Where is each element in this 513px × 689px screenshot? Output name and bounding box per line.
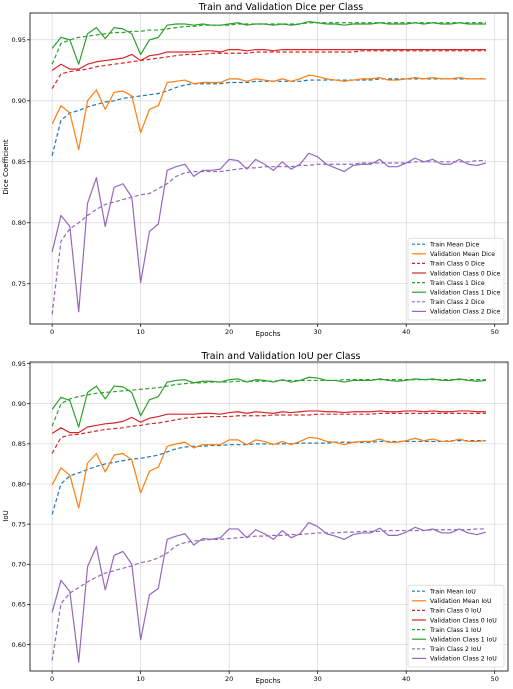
legend-entry: Train Mean Dice	[429, 242, 480, 249]
x-tick-label: 40	[402, 675, 410, 683]
legend-entry: Validation Class 1 IoU	[430, 637, 497, 644]
x-axis-label: Epochs	[255, 330, 280, 338]
y-tick-label: 0.60	[12, 641, 26, 649]
y-tick-label: 0.80	[12, 480, 26, 488]
x-tick-label: 50	[491, 675, 499, 683]
y-axis-label: Dice Coefficient	[2, 139, 10, 194]
legend-entry: Train Class 0 Dice	[429, 261, 485, 268]
y-tick-label: 0.65	[12, 601, 26, 609]
legend-entry: Train Class 2 IoU	[429, 646, 481, 653]
x-tick-label: 30	[314, 328, 322, 336]
legend-entry: Train Class 2 Dice	[429, 299, 485, 306]
y-tick-label: 0.80	[12, 219, 26, 227]
series-line-validation-mean-dice	[51, 74, 486, 151]
legend-entry: Train Class 1 IoU	[429, 627, 481, 634]
y-tick-label: 0.90	[12, 400, 26, 408]
series-line-train-class-0-dice	[51, 50, 486, 89]
y-tick-label: 0.90	[12, 97, 26, 105]
x-tick-label: 20	[225, 328, 233, 336]
plot-frame	[29, 12, 509, 325]
y-axis-label: IoU	[2, 510, 10, 521]
chart-iou: Train and Validation IoU per Class Epoch…	[2, 351, 509, 685]
series-line-validation-class-0-iou	[51, 410, 486, 434]
series-line-validation-class-1-iou	[51, 376, 486, 428]
legend-entry: Validation Class 1 Dice	[430, 290, 501, 297]
y-tick-label: 0.70	[12, 561, 26, 569]
series-line-train-class-0-iou	[51, 412, 486, 454]
x-axis-label: Epochs	[255, 677, 280, 685]
legend-entry: Validation Class 2 IoU	[430, 656, 497, 663]
y-tick-label: 0.75	[12, 520, 26, 528]
y-tick-label: 0.95	[12, 360, 26, 368]
legend-entry: Train Class 0 IoU	[429, 608, 481, 615]
y-tick-label: 0.75	[12, 280, 26, 288]
legend: Train Mean IoU Validation Mean IoU Train C…	[407, 584, 505, 668]
series-line-validation-class-2-dice	[51, 152, 487, 313]
y-tick-label: 0.85	[12, 440, 26, 448]
legend-box	[407, 237, 505, 321]
series-line-train-mean-dice	[51, 78, 486, 156]
plot-frame	[29, 361, 509, 672]
series-line-train-class-2-dice	[51, 159, 486, 315]
legend-box	[407, 584, 505, 668]
chart-dice: Train and Validation Dice per Class Epoc…	[2, 2, 509, 338]
chart-title: Train and Validation IoU per Class	[200, 351, 360, 362]
y-tick-label: 0.95	[12, 36, 26, 44]
x-tick-label: 30	[314, 675, 322, 683]
x-tick-label: 10	[137, 328, 145, 336]
legend-entry: Validation Class 2 Dice	[430, 309, 501, 316]
legend-entry: Validation Mean IoU	[430, 598, 491, 605]
y-tick-label: 0.85	[12, 158, 26, 166]
legend-entry: Validation Mean Dice	[430, 251, 495, 258]
legend: Train Mean Dice Validation Mean Dice Train…	[407, 237, 505, 321]
series-line-train-class-2-iou	[51, 528, 486, 661]
series-line-validation-class-2-iou	[51, 521, 487, 663]
x-tick-label: 0	[50, 328, 54, 336]
x-tick-label: 10	[137, 675, 145, 683]
series-line-validation-class-1-dice	[51, 20, 486, 65]
series-line-validation-class-0-dice	[51, 48, 486, 71]
legend-entry: Train Mean IoU	[429, 589, 476, 596]
legend-entry: Validation Class 0 Dice	[430, 270, 501, 277]
chart-title: Train and Validation Dice per Class	[198, 2, 364, 13]
x-tick-label: 40	[402, 328, 410, 336]
x-tick-label: 20	[225, 675, 233, 683]
legend-entry: Train Class 1 Dice	[429, 280, 485, 287]
series-line-train-mean-iou	[51, 440, 486, 515]
legend-entry: Validation Class 0 IoU	[430, 617, 497, 624]
x-tick-label: 50	[491, 328, 499, 336]
series-line-train-class-1-dice	[51, 22, 486, 65]
series-line-validation-mean-iou	[51, 436, 486, 509]
x-tick-label: 0	[50, 675, 54, 683]
